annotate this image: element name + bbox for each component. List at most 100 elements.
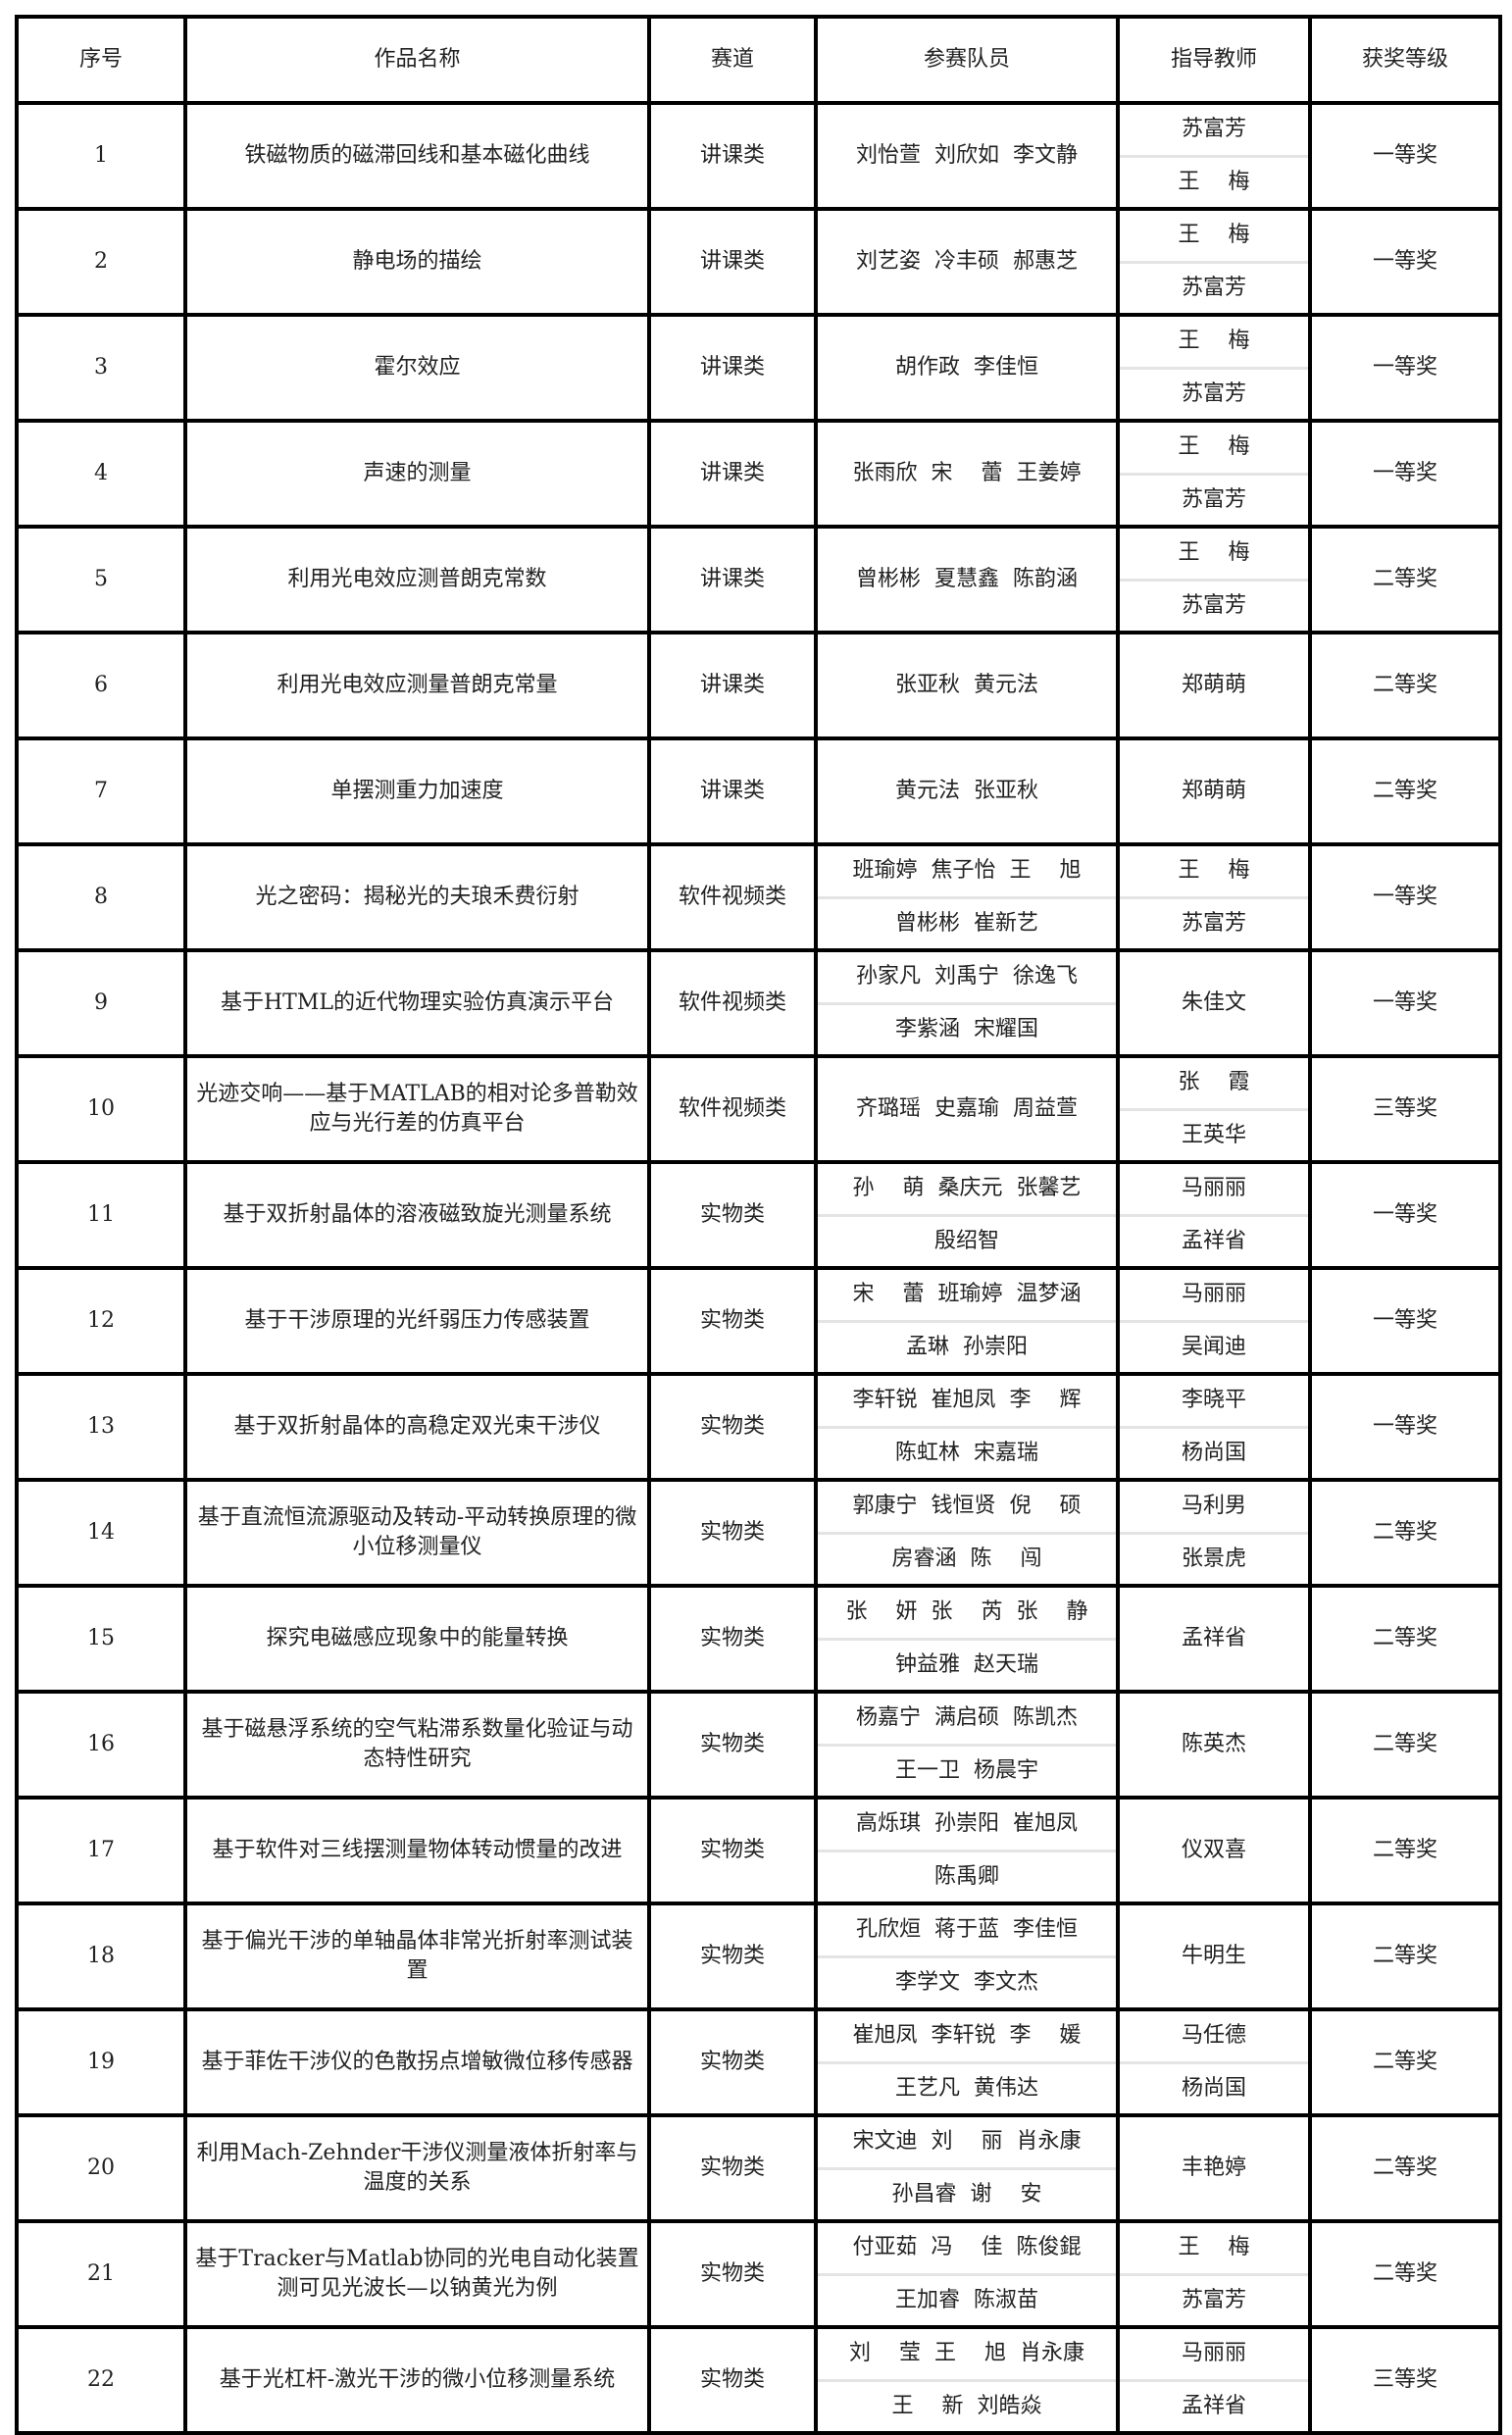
teachers-line: 苏富芳 [1120, 895, 1308, 949]
members: 刘怡萱 刘欣如 李文静 [814, 101, 1120, 211]
award-level: 一等奖 [1308, 948, 1502, 1058]
teachers-line: 王 梅 [1120, 154, 1308, 208]
track: 实物类 [647, 1796, 818, 1905]
work-title: 利用Mach-Zehnder干涉仪测量液体折射率与温度的关系 [183, 2113, 651, 2223]
row-number: 19 [15, 2007, 187, 2117]
members-line: 刘 莹 王 旭 肖永康 [849, 2341, 1084, 2366]
row-number: 20 [15, 2113, 187, 2223]
teachers: 王 梅苏富芳 [1116, 842, 1312, 952]
track: 讲课类 [647, 525, 818, 634]
members: 孙家凡 刘禹宁 徐逸飞 李紫涵 宋耀国 [814, 948, 1120, 1058]
row-number: 8 [15, 842, 187, 952]
work-title: 基于偏光干涉的单轴晶体非常光折射率测试装置 [183, 1902, 651, 2011]
teachers: 郑萌萌 [1116, 631, 1312, 740]
award-level: 二等奖 [1308, 631, 1502, 740]
track: 实物类 [647, 2007, 818, 2117]
row-number: 4 [15, 419, 187, 529]
members: 崔旭凤 李轩锐 李 媛王艺凡 黄伟达 [814, 2007, 1120, 2117]
members: 张 妍 张 芮 张 静钟益雅 赵天瑞 [814, 1584, 1120, 1694]
members-line: 孙家凡 刘禹宁 徐逸飞 [856, 964, 1078, 989]
members-stack: 张 妍 张 芮 张 静钟益雅 赵天瑞 [818, 1588, 1116, 1690]
row-number: 21 [15, 2219, 187, 2329]
members: 齐璐瑶 史嘉瑜 周益萱 [814, 1054, 1120, 1164]
teachers-stack: 王 梅苏富芳 [1120, 317, 1308, 419]
header-row: 序号 作品名称 赛道 参赛队员 指导教师 获奖等级 [15, 15, 1502, 105]
award-level: 二等奖 [1308, 2219, 1502, 2329]
table-row: 4 声速的测量 讲课类 张雨欣 宋 蕾 王姜婷 王 梅苏富芳 一等奖 [15, 419, 1502, 529]
teachers-stack: 仪双喜 [1120, 1800, 1308, 1902]
members-stack: 刘 莹 王 旭 肖永康王 新 刘皓焱 [818, 2329, 1116, 2431]
award-level: 一等奖 [1308, 419, 1502, 529]
members: 刘艺姿 冷丰硕 郝惠芝 [814, 207, 1120, 317]
teachers: 孟祥省 [1116, 1584, 1312, 1694]
table-row: 9 基于HTML的近代物理实验仿真演示平台 软件视频类 孙家凡 刘禹宁 徐逸飞 李紫涵 … [15, 948, 1502, 1058]
teachers-line: 孟祥省 [1120, 1213, 1308, 1267]
table-row: 20 利用Mach-Zehnder干涉仪测量液体折射率与温度的关系 实物类 宋文迪 刘… [15, 2113, 1502, 2223]
row-number: 6 [15, 631, 187, 740]
members-stack: 高烁琪 孙崇阳 崔旭凤陈禹卿 [818, 1800, 1116, 1902]
table-row: 17 基于软件对三线摆测量物体转动惯量的改进 实物类 高烁琪 孙崇阳 崔旭凤 陈禹卿 仪双… [15, 1796, 1502, 1905]
teachers-line: 王英华 [1120, 1107, 1308, 1161]
table-row: 11 基于双折射晶体的溶液磁致旋光测量系统 实物类孙 萌 桑庆元 张馨艺 殷绍智 马丽丽… [15, 1160, 1502, 1270]
work-title: 基于软件对三线摆测量物体转动惯量的改进 [183, 1796, 651, 1905]
teachers: 王 梅苏富芳 [1116, 313, 1312, 423]
track: 实物类 [647, 1690, 818, 1800]
award-level: 一等奖 [1308, 101, 1502, 211]
members: 班瑜婷 焦子怡 王 旭曾彬彬 崔新艺 [814, 842, 1120, 952]
members-stack: 曾彬彬 夏慧鑫 陈韵涵 [818, 529, 1116, 631]
members: 付亚茹 冯 佳 陈俊錕 王加睿 陈淑苗 [814, 2219, 1120, 2329]
table-row: 5 利用光电效应测普朗克常数 讲课类 曾彬彬 夏慧鑫 陈韵涵 王 梅苏富芳 二等奖 [15, 525, 1502, 634]
track: 实物类 [647, 2219, 818, 2329]
teachers-stack: 马任德 杨尚国 [1120, 2011, 1308, 2113]
teachers-line: 丰艳婷 [1181, 2156, 1246, 2180]
track: 讲课类 [647, 419, 818, 529]
award-level: 一等奖 [1308, 1266, 1502, 1376]
table-row: 15 探究电磁感应现象中的能量转换 实物类张 妍 张 芮 张 静钟益雅 赵天瑞 孟祥省… [15, 1584, 1502, 1694]
award-level: 一等奖 [1308, 313, 1502, 423]
teachers: 李晓平 杨尚国 [1116, 1372, 1312, 1482]
teachers: 丰艳婷 [1116, 2113, 1312, 2223]
award-level: 二等奖 [1308, 736, 1502, 846]
award-level: 二等奖 [1308, 1796, 1502, 1905]
row-number: 17 [15, 1796, 187, 1905]
members-stack: 齐璐瑶 史嘉瑜 周益萱 [818, 1058, 1116, 1160]
members-line: 张 妍 张 芮 张 静 [845, 1599, 1088, 1625]
header-award: 获奖等级 [1308, 15, 1502, 105]
track: 实物类 [647, 1478, 818, 1588]
members-line: 陈禹卿 [818, 1849, 1116, 1902]
teachers-stack: 王 梅苏富芳 [1120, 846, 1308, 948]
members-stack: 付亚茹 冯 佳 陈俊錕 王加睿 陈淑苗 [818, 2223, 1116, 2325]
work-title: 单摆测重力加速度 [183, 736, 651, 846]
table-row: 13 基于双折射晶体的高稳定双光束干涉仪 实物类 李轩锐 崔旭凤 李 辉陈虹林 宋嘉瑞… [15, 1372, 1502, 1482]
members-line: 高烁琪 孙崇阳 崔旭凤 [856, 1811, 1078, 1837]
work-title: 基于光杠杆-激光干涉的微小位移测量系统 [183, 2325, 651, 2435]
members-line: 崔旭凤 李轩锐 李 媛 [852, 2023, 1082, 2049]
work-title: 利用光电效应测量普朗克常量 [183, 631, 651, 740]
row-number: 11 [15, 1160, 187, 1270]
members: 黄元法 张亚秋 [814, 736, 1120, 846]
header-title: 作品名称 [183, 15, 651, 105]
header-no: 序号 [15, 15, 187, 105]
table-row: 14 基于直流恒流源驱动及转动-平动转换原理的微小位移测量仪 实物类 郭康宁 钱恒贤 … [15, 1478, 1502, 1588]
teachers-line: 苏富芳 [1120, 472, 1308, 526]
award-level: 三等奖 [1308, 1054, 1502, 1164]
work-title: 光迹交响——基于MATLAB的相对论多普勒效应与光行差的仿真平台 [183, 1054, 651, 1164]
teachers: 王 梅苏富芳 [1116, 525, 1312, 634]
work-title: 基于干涉原理的光纤弱压力传感装置 [183, 1266, 651, 1376]
members-stack: 刘艺姿 冷丰硕 郝惠芝 [818, 211, 1116, 313]
table-row: 8 光之密码：揭秘光的夫琅禾费衍射 软件视频类 班瑜婷 焦子怡 王 旭曾彬彬 崔新艺王… [15, 842, 1502, 952]
teachers-stack: 苏富芳王 梅 [1120, 105, 1308, 207]
members-line: 张亚秋 黄元法 [895, 673, 1038, 697]
table-row: 6 利用光电效应测量普朗克常量 讲课类 张亚秋 黄元法 郑萌萌 二等奖 [15, 631, 1502, 740]
teachers: 牛明生 [1116, 1902, 1312, 2011]
teachers-stack: 王 梅苏富芳 [1120, 211, 1308, 313]
teachers: 马利男 张景虎 [1116, 1478, 1312, 1588]
members-stack: 杨嘉宁 满启硕 陈凯杰 王一卫 杨晨宇 [818, 1694, 1116, 1796]
teachers-stack: 丰艳婷 [1120, 2117, 1308, 2219]
members-stack: 班瑜婷 焦子怡 王 旭曾彬彬 崔新艺 [818, 846, 1116, 948]
members: 杨嘉宁 满启硕 陈凯杰 王一卫 杨晨宇 [814, 1690, 1120, 1800]
teachers-line: 苏富芳 [1120, 366, 1308, 420]
teachers-line: 朱佳文 [1181, 990, 1246, 1015]
award-level: 二等奖 [1308, 2113, 1502, 2223]
award-level: 二等奖 [1308, 1584, 1502, 1694]
